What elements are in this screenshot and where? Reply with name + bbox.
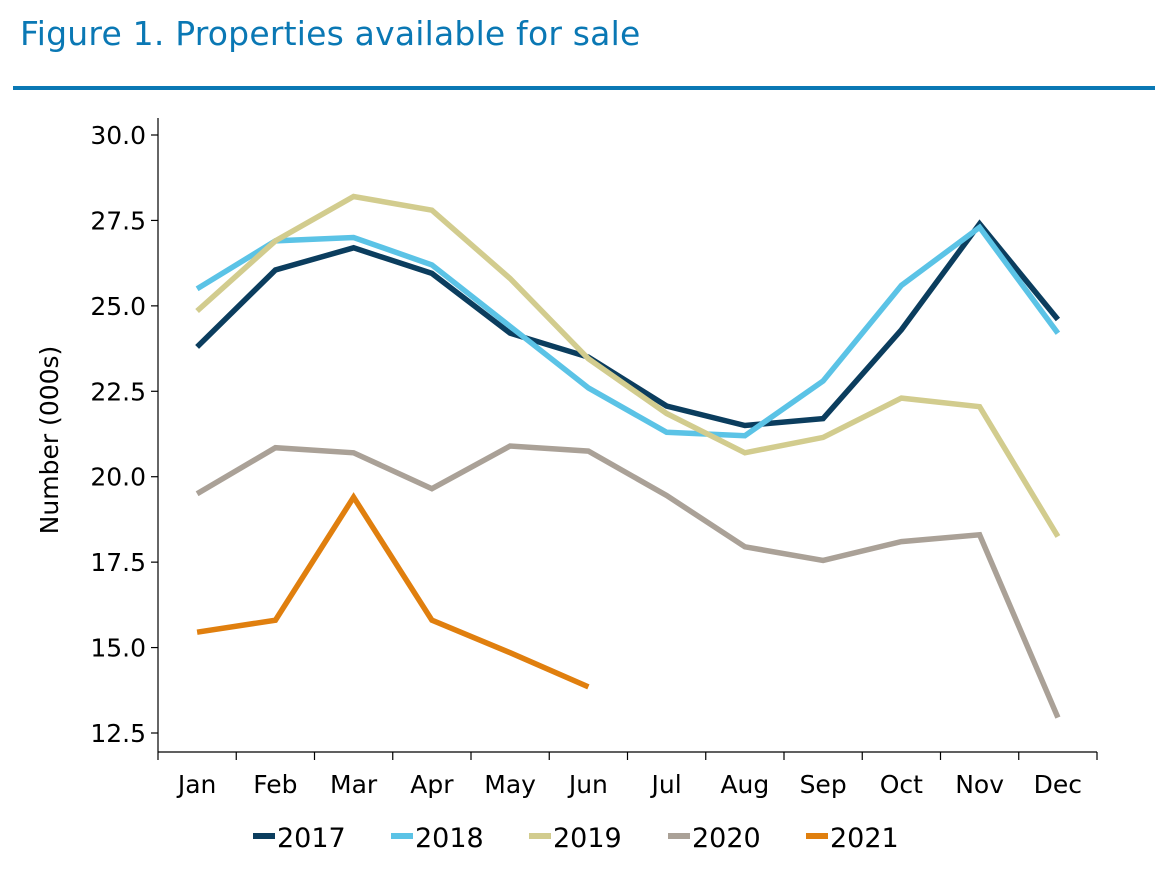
x-tick-label: Apr — [410, 770, 454, 799]
series-2019 — [195, 193, 1061, 538]
x-tick-label: Mar — [330, 770, 378, 799]
y-tick-label: 17.5 — [90, 548, 146, 577]
legend-item-2021: 2021 — [806, 823, 899, 854]
x-tick-label: Aug — [720, 770, 769, 799]
y-tick-label: 12.5 — [90, 719, 146, 748]
x-tick-label: Sep — [800, 770, 847, 799]
y-tick-label: 27.5 — [90, 206, 146, 235]
legend: 2017 2018 2019 2020 2021 — [253, 823, 899, 854]
legend-label: 2017 — [277, 823, 346, 854]
y-tick-label: 15.0 — [90, 634, 146, 663]
legend-label: 2020 — [692, 823, 761, 854]
series-line-2017 — [195, 219, 1061, 429]
series-2017 — [195, 219, 1061, 429]
y-tick-label: 20.0 — [90, 463, 146, 492]
x-tick-label: Jan — [176, 770, 217, 799]
legend-swatch — [253, 833, 275, 839]
series-line-2020 — [195, 443, 1061, 719]
x-tick-label: Jun — [567, 770, 608, 799]
title-divider — [13, 86, 1155, 90]
axes — [157, 118, 1097, 753]
legend-item-2017: 2017 — [253, 823, 346, 854]
x-tick-label: May — [484, 770, 536, 799]
x-axis-ticks: Jan Feb Mar Apr May Jun Jul Aug Sep Oct Nov Dec — [157, 752, 1098, 799]
y-tick-label: 30.0 — [90, 121, 146, 150]
legend-swatch — [529, 833, 551, 839]
series-2021 — [196, 492, 590, 690]
x-tick-label: Feb — [253, 770, 297, 799]
series-lines — [195, 193, 1061, 719]
series-line-2018 — [195, 223, 1061, 439]
series-line-2021 — [196, 492, 590, 690]
figure-title: Figure 1. Properties available for sale — [20, 14, 641, 53]
series-line-2019 — [195, 193, 1061, 538]
legend-label: 2019 — [553, 823, 622, 854]
legend-item-2019: 2019 — [529, 823, 622, 854]
x-tick-label: Nov — [955, 770, 1004, 799]
legend-swatch — [391, 833, 413, 839]
series-2020 — [195, 443, 1061, 719]
legend-item-2020: 2020 — [668, 823, 761, 854]
x-tick-label: Dec — [1034, 770, 1082, 799]
legend-swatch — [806, 833, 828, 839]
legend-swatch — [668, 833, 690, 839]
y-tick-label: 22.5 — [90, 377, 146, 406]
legend-label: 2018 — [415, 823, 484, 854]
series-2018 — [195, 223, 1061, 439]
y-axis-title: Number (000s) — [35, 346, 64, 535]
legend-label: 2021 — [830, 823, 899, 854]
y-axis-ticks: 12.5 15.0 17.5 20.0 22.5 25.0 27.5 30.0 — [90, 121, 158, 748]
x-tick-label: Oct — [880, 770, 923, 799]
legend-item-2018: 2018 — [391, 823, 484, 854]
x-tick-label: Jul — [650, 770, 682, 799]
y-tick-label: 25.0 — [90, 292, 146, 321]
